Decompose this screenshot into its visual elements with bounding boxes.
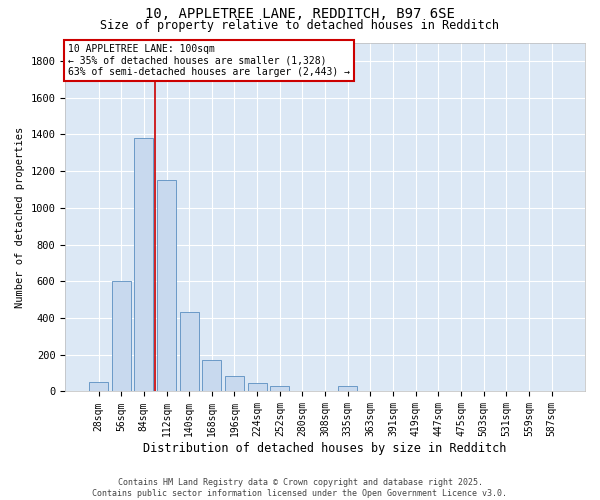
Bar xyxy=(225,376,244,392)
Bar xyxy=(270,386,289,392)
Bar xyxy=(157,180,176,392)
Text: Contains HM Land Registry data © Crown copyright and database right 2025.
Contai: Contains HM Land Registry data © Crown c… xyxy=(92,478,508,498)
Text: 10, APPLETREE LANE, REDDITCH, B97 6SE: 10, APPLETREE LANE, REDDITCH, B97 6SE xyxy=(145,8,455,22)
Bar xyxy=(338,386,358,392)
Y-axis label: Number of detached properties: Number of detached properties xyxy=(15,126,25,308)
Bar xyxy=(112,282,131,392)
Text: Size of property relative to detached houses in Redditch: Size of property relative to detached ho… xyxy=(101,18,499,32)
Text: 10 APPLETREE LANE: 100sqm
← 35% of detached houses are smaller (1,328)
63% of se: 10 APPLETREE LANE: 100sqm ← 35% of detac… xyxy=(68,44,350,78)
Bar xyxy=(202,360,221,392)
Bar xyxy=(248,383,267,392)
Bar xyxy=(179,312,199,392)
Bar xyxy=(134,138,154,392)
X-axis label: Distribution of detached houses by size in Redditch: Distribution of detached houses by size … xyxy=(143,442,507,455)
Bar xyxy=(89,382,108,392)
